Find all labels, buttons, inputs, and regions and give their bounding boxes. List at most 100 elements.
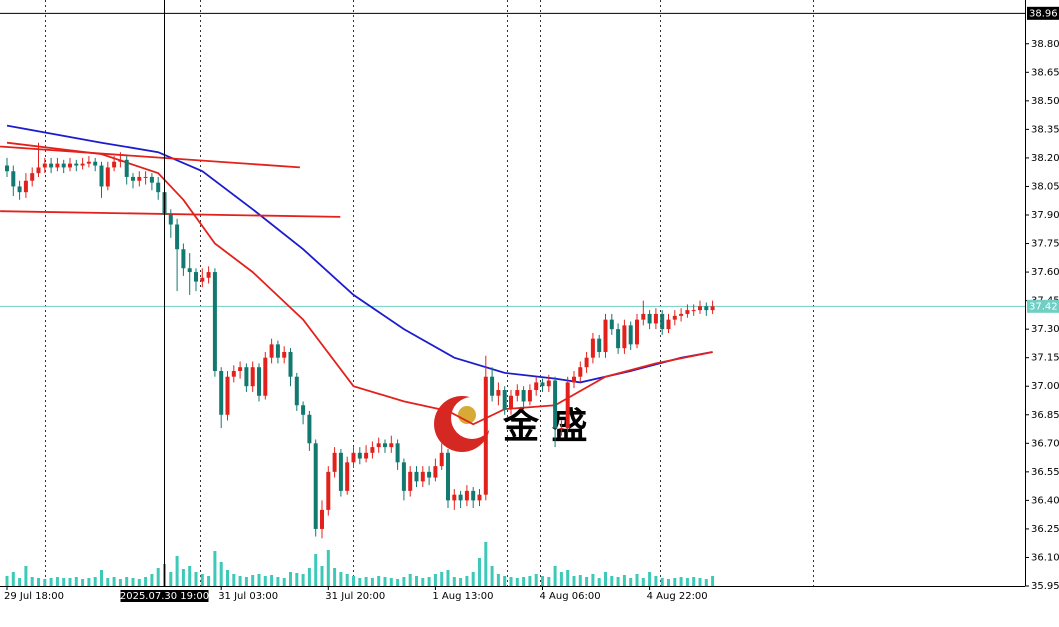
candle-body — [168, 214, 173, 225]
x-tick-label: 29 Jul 18:00 — [4, 591, 64, 602]
volume-bar — [610, 576, 614, 586]
volume-bar — [566, 570, 570, 586]
volume-bar — [74, 577, 78, 586]
volume-bar — [704, 579, 708, 586]
candle-body — [572, 376, 576, 383]
volume-bar — [257, 574, 261, 586]
volume-bar — [459, 578, 463, 586]
volume-bar — [200, 574, 204, 586]
y-tick-label: 37.60 — [1031, 267, 1059, 278]
volume-bar — [226, 570, 229, 586]
volume-bar — [131, 578, 135, 586]
x-tick-label: 1 Aug 13:00 — [432, 591, 493, 602]
candle-body — [99, 165, 104, 187]
volume-bar — [358, 578, 362, 586]
candle-body — [105, 167, 110, 187]
volume-bar — [629, 578, 633, 586]
volume-bar — [352, 576, 355, 586]
candle-body — [427, 471, 432, 478]
volume-bar — [81, 579, 85, 586]
volume-bar — [509, 577, 513, 586]
crosshair-label: 2025.07.30 19:00 — [120, 591, 209, 602]
volume-bar — [30, 577, 34, 586]
volume-bar — [673, 578, 677, 586]
y-tick-label: 38.20 — [1031, 153, 1059, 164]
candle-body — [490, 376, 495, 396]
volume-bar — [541, 576, 544, 586]
candle-body — [80, 163, 85, 166]
volume-bar — [11, 572, 15, 586]
candle-body — [332, 452, 337, 472]
candle-body — [231, 371, 236, 377]
candle-body — [364, 452, 369, 459]
volume-bar — [679, 577, 683, 586]
candle-body — [263, 357, 268, 396]
volume-bar — [604, 572, 607, 586]
candle-body — [23, 180, 28, 193]
volume-bar — [49, 578, 53, 586]
volume-bar — [415, 576, 418, 586]
volume-bar — [408, 574, 412, 586]
candle-body — [553, 380, 558, 429]
candle-body — [313, 443, 318, 529]
candle-body — [710, 306, 715, 311]
volume-bar — [213, 551, 217, 586]
y-tick-label: 38.35 — [1031, 124, 1059, 135]
volume-bar — [333, 568, 337, 586]
candle-body — [74, 163, 79, 166]
candle-body — [704, 306, 709, 311]
candle-body — [93, 161, 98, 166]
candle-body — [86, 161, 91, 164]
candle-body — [357, 452, 362, 459]
volume-bar — [572, 576, 576, 586]
candle-body — [294, 376, 299, 406]
volume-bar — [370, 578, 374, 586]
candle-body — [338, 452, 343, 491]
candle-body — [534, 382, 539, 391]
volume-bar — [711, 576, 715, 586]
y-tick-label: 37.90 — [1031, 210, 1059, 221]
y-tick-label: 36.40 — [1031, 495, 1059, 506]
volume-bar — [125, 577, 129, 586]
volume-bar — [181, 569, 185, 586]
volume-bar — [137, 579, 141, 586]
candle-body — [345, 462, 350, 491]
candle-body — [376, 443, 381, 448]
volume-bar — [591, 574, 595, 586]
candle-body — [326, 471, 331, 510]
y-tick-label: 37.15 — [1031, 353, 1059, 364]
volume-bar — [194, 572, 198, 586]
candle-body — [433, 466, 438, 478]
candle-body — [502, 390, 507, 410]
volume-bar — [503, 576, 507, 586]
y-tick-label: 37.30 — [1031, 324, 1059, 335]
volume-bar — [427, 577, 431, 586]
candle-body — [559, 428, 564, 430]
volume-bar — [578, 575, 582, 586]
volume-bar — [452, 577, 456, 586]
y-tick-label: 36.25 — [1031, 524, 1059, 535]
candle-body — [414, 471, 419, 482]
volume-bar — [433, 574, 437, 586]
volume-bar — [301, 574, 305, 586]
candle-body — [250, 367, 255, 387]
candle-body — [622, 325, 627, 349]
volume-bar — [188, 566, 192, 586]
volume-bar — [465, 576, 469, 586]
candle-body — [458, 494, 463, 501]
volume-bar — [263, 576, 267, 586]
volume-bar — [559, 572, 563, 586]
volume-bar — [698, 578, 702, 586]
price-label: 37.42 — [1029, 301, 1058, 312]
candle-body — [30, 173, 35, 181]
volume-bar — [635, 574, 639, 586]
candle-body — [635, 319, 639, 345]
candle-body — [17, 186, 22, 193]
volume-bar — [515, 578, 519, 586]
volume-bar — [421, 578, 425, 586]
candle-body — [408, 471, 413, 491]
volume-bar — [692, 577, 696, 586]
y-tick-label: 38.65 — [1031, 67, 1059, 78]
candle-body — [383, 443, 387, 448]
